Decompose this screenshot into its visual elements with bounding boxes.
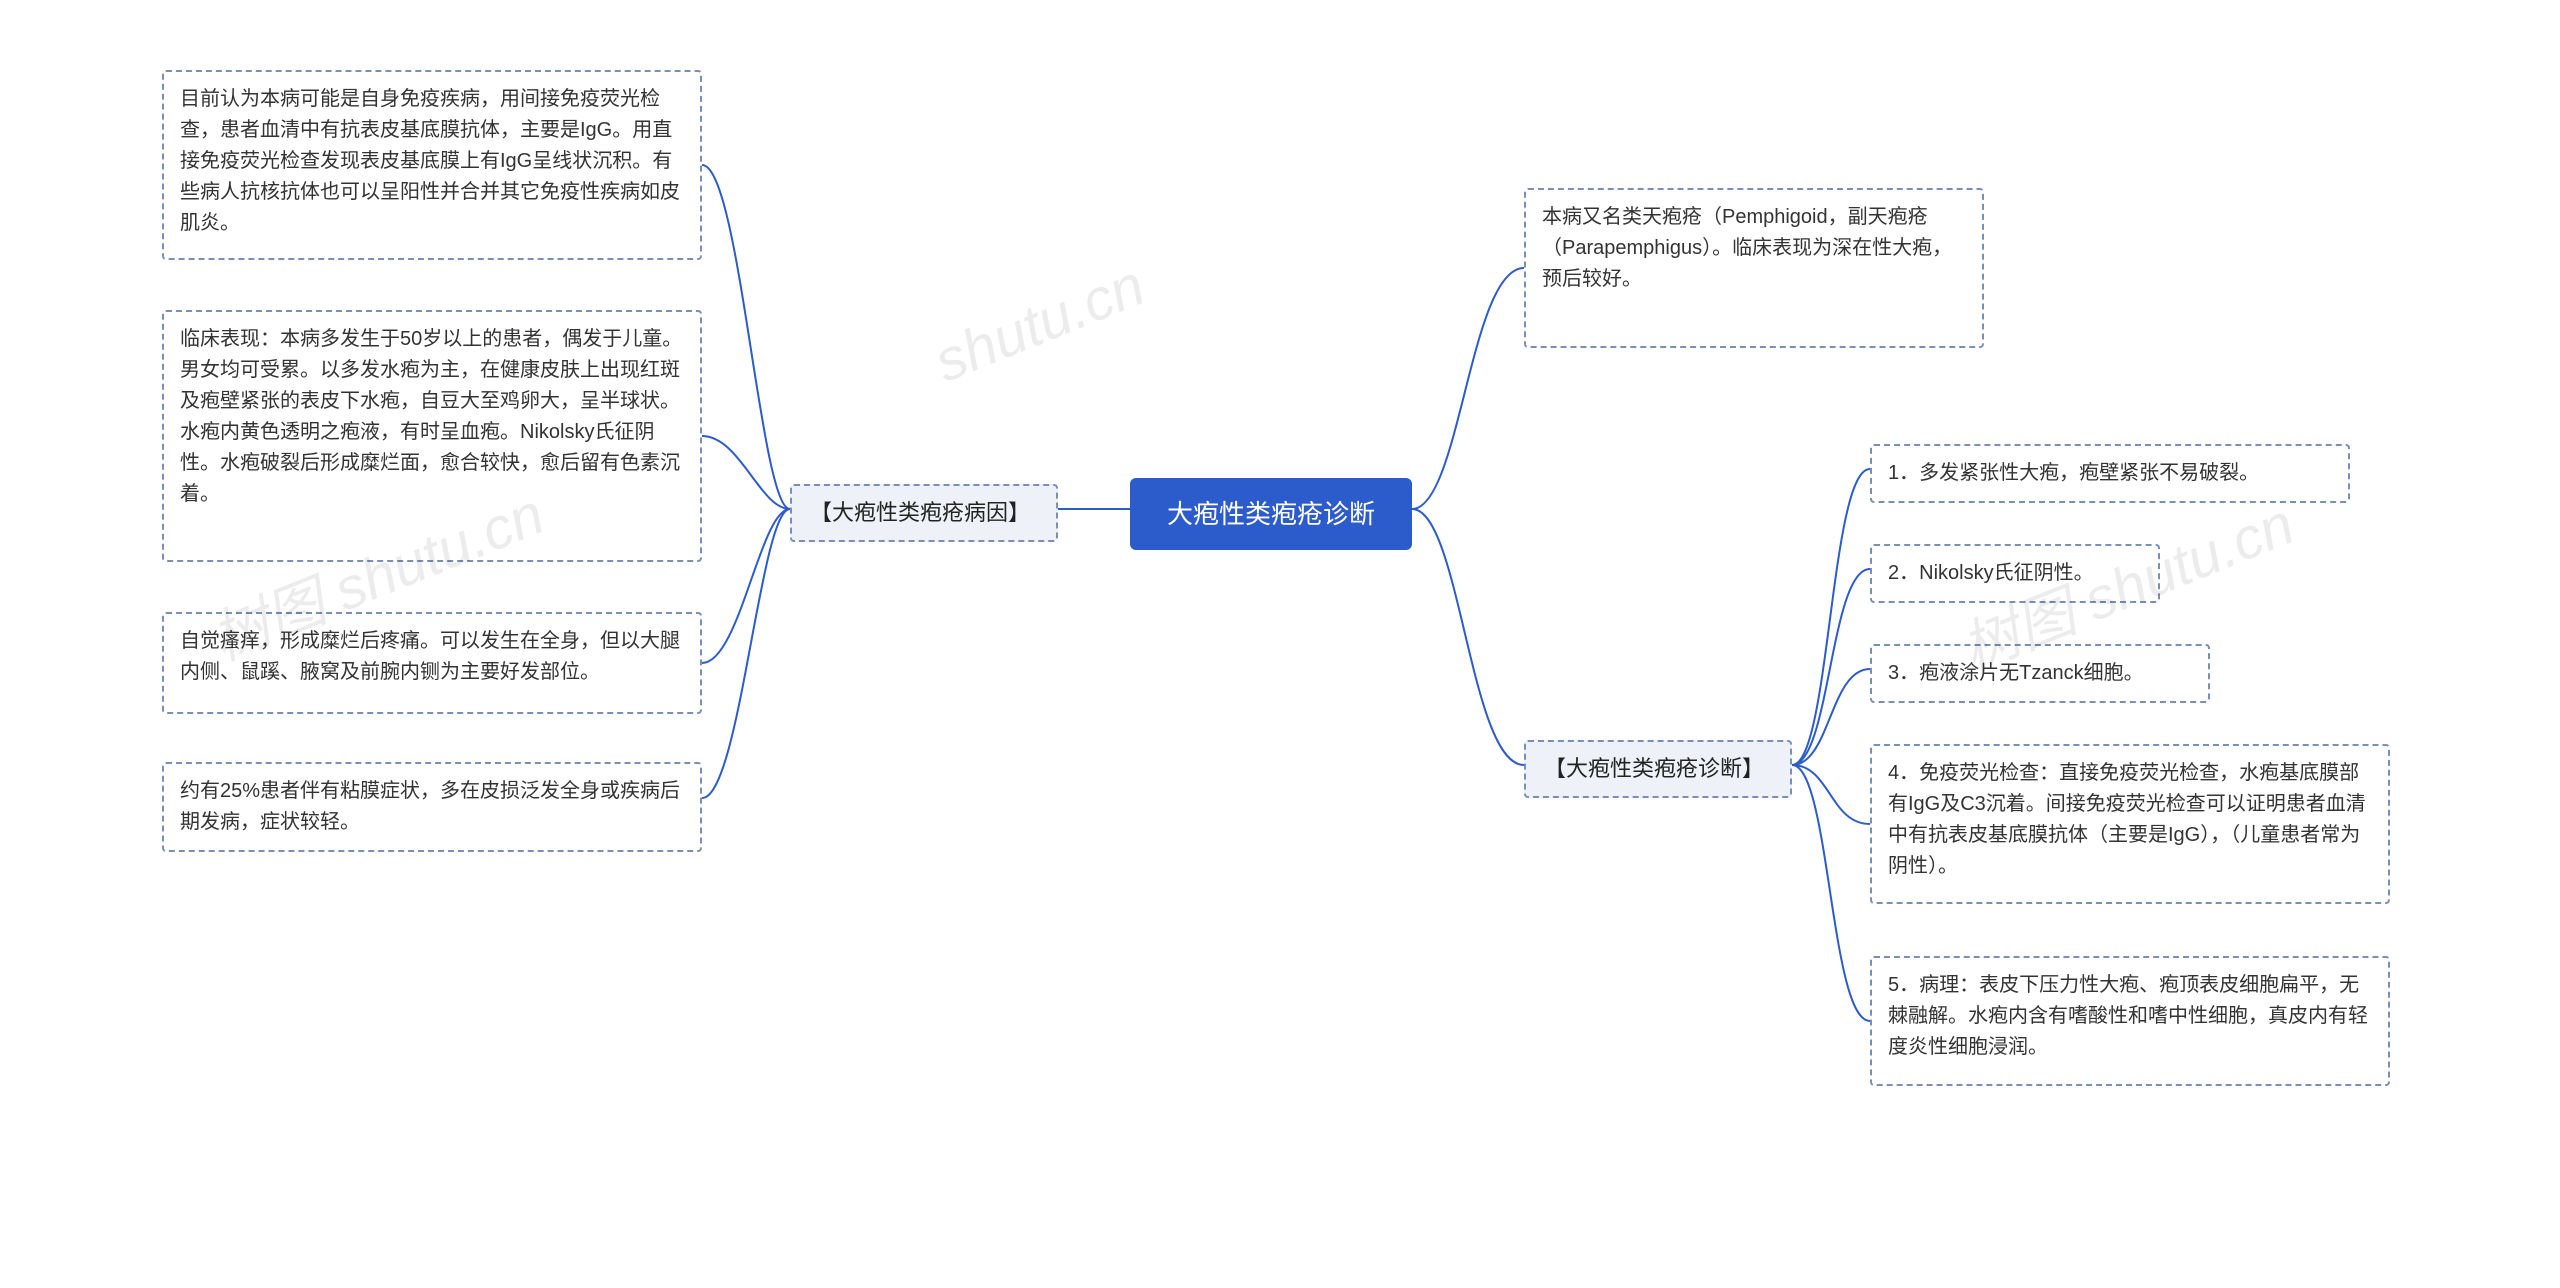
right-leaf-0: 1．多发紧张性大疱，疱壁紧张不易破裂。 (1870, 444, 2350, 503)
right-leaf-4: 5．病理：表皮下压力性大疱、疱顶表皮细胞扁平，无棘融解。水疱内含有嗜酸性和嗜中性… (1870, 956, 2390, 1086)
left-leaf-1: 临床表现：本病多发生于50岁以上的患者，偶发于儿童。男女均可受累。以多发水疱为主… (162, 310, 702, 562)
right-branch-node: 【大疱性类疱疮诊断】 (1524, 740, 1792, 798)
root-text: 大疱性类疱疮诊断 (1167, 499, 1375, 529)
right-leaf-1: 2．Nikolsky氏征阴性。 (1870, 544, 2160, 603)
right-leaf-2: 3．疱液涂片无Tzanck细胞。 (1870, 644, 2210, 703)
left-branch-label: 【大疱性类疱疮病因】 (810, 500, 1030, 525)
right-branch-label: 【大疱性类疱疮诊断】 (1544, 756, 1764, 781)
left-leaf-2: 自觉瘙痒，形成糜烂后疼痛。可以发生在全身，但以大腿内侧、鼠蹊、腋窝及前腕内铡为主… (162, 612, 702, 714)
watermark-1: shutu.cn (925, 251, 1153, 395)
root-node: 大疱性类疱疮诊断 (1130, 478, 1412, 550)
right-leaf-3: 4．免疫荧光检查：直接免疫荧光检查，水疱基底膜部有IgG及C3沉着。间接免疫荧光… (1870, 744, 2390, 904)
left-leaf-0: 目前认为本病可能是自身免疫疾病，用间接免疫荧光检查，患者血清中有抗表皮基底膜抗体… (162, 70, 702, 260)
left-branch-node: 【大疱性类疱疮病因】 (790, 484, 1058, 542)
right-intro-node: 本病又名类天疱疮（Pemphigoid，副天疱疮（Parapemphigus）。… (1524, 188, 1984, 348)
right-intro-text: 本病又名类天疱疮（Pemphigoid，副天疱疮（Parapemphigus）。… (1542, 206, 1952, 290)
left-leaf-3: 约有25%患者伴有粘膜症状，多在皮损泛发全身或疾病后期发病，症状较轻。 (162, 762, 702, 852)
